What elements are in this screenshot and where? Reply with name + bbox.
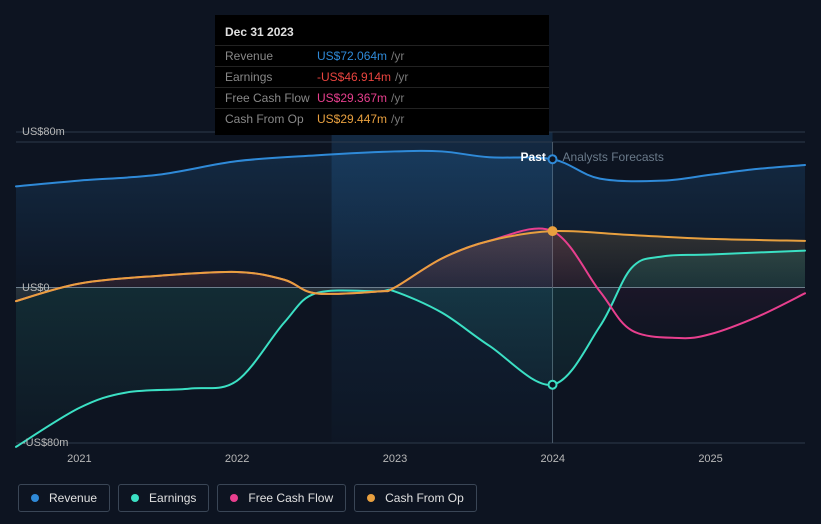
y-axis-label: -US$80m (22, 437, 68, 449)
tooltip-value: US$72.064m (317, 49, 387, 63)
tooltip-label: Cash From Op (225, 112, 317, 126)
tooltip-value: -US$46.914m (317, 70, 391, 84)
x-axis-label: 2021 (67, 453, 91, 465)
tooltip-unit: /yr (391, 49, 404, 63)
tooltip-unit: /yr (391, 112, 404, 126)
legend-label: Earnings (149, 491, 196, 505)
legend-dot-icon (367, 494, 375, 502)
y-axis-label: US$80m (22, 126, 65, 138)
tooltip-value: US$29.367m (317, 91, 387, 105)
tooltip-label: Earnings (225, 70, 317, 84)
tooltip-unit: /yr (391, 91, 404, 105)
legend-item-cfo[interactable]: Cash From Op (354, 484, 477, 512)
legend-dot-icon (230, 494, 238, 502)
y-axis-label: US$0 (22, 282, 50, 294)
tooltip-row: RevenueUS$72.064m/yr (215, 45, 549, 66)
legend-item-fcf[interactable]: Free Cash Flow (217, 484, 346, 512)
x-axis-label: 2022 (225, 453, 249, 465)
legend-dot-icon (31, 494, 39, 502)
chart-legend: Revenue Earnings Free Cash Flow Cash From O… (18, 484, 477, 512)
tooltip-value: US$29.447m (317, 112, 387, 126)
legend-label: Free Cash Flow (248, 491, 333, 505)
tooltip-row: Earnings-US$46.914m/yr (215, 66, 549, 87)
x-axis-label: 2024 (541, 453, 565, 465)
legend-dot-icon (131, 494, 139, 502)
legend-label: Revenue (49, 491, 97, 505)
x-axis-label: 2025 (698, 453, 722, 465)
chart-tooltip: Dec 31 2023 RevenueUS$72.064m/yrEarnings… (215, 15, 549, 135)
forecast-label: Analysts Forecasts (563, 150, 664, 164)
tooltip-row: Cash From OpUS$29.447m/yr (215, 108, 549, 129)
legend-item-earnings[interactable]: Earnings (118, 484, 209, 512)
x-axis-label: 2023 (383, 453, 407, 465)
tooltip-date: Dec 31 2023 (215, 21, 549, 45)
legend-label: Cash From Op (385, 491, 464, 505)
tooltip-label: Revenue (225, 49, 317, 63)
tooltip-unit: /yr (395, 70, 408, 84)
legend-item-revenue[interactable]: Revenue (18, 484, 110, 512)
past-label: Past (521, 150, 546, 164)
tooltip-row: Free Cash FlowUS$29.367m/yr (215, 87, 549, 108)
tooltip-label: Free Cash Flow (225, 91, 317, 105)
